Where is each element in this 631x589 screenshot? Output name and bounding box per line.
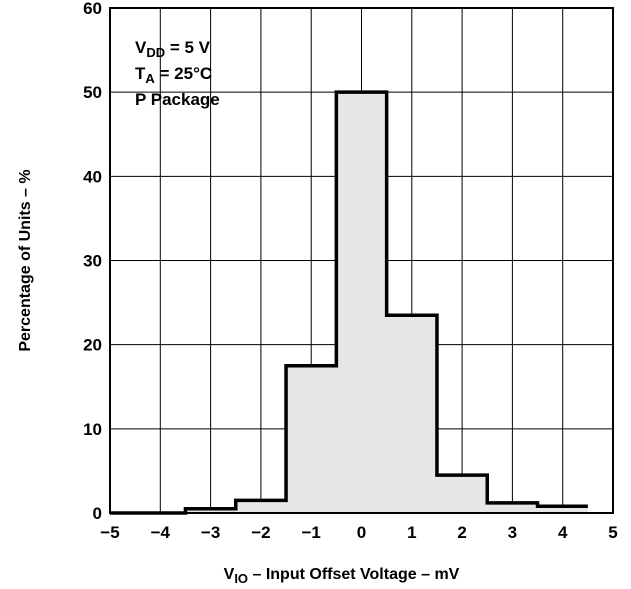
y-tick-label: 20 [83, 336, 102, 355]
x-axis-label-prefix: V [224, 566, 235, 583]
histogram-bar [185, 508, 236, 513]
histogram-bar [487, 502, 538, 513]
x-tick-label: −4 [151, 523, 171, 542]
x-tick-label: −1 [302, 523, 321, 542]
y-axis-label: Percentage of Units – % [17, 169, 34, 351]
histogram-bar [537, 506, 588, 513]
annotation-line-package: P Package [135, 90, 220, 109]
conditions-annotation: VDD = 5 V TA = 25°C P Package [135, 38, 220, 109]
x-tick-labels: −5 −4 −3 −2 −1 0 1 2 3 4 5 [100, 523, 617, 542]
x-axis-label-subscript: IO [234, 571, 248, 586]
histogram-bars [110, 90, 588, 515]
y-tick-label: 50 [83, 83, 102, 102]
y-tick-label: 0 [93, 504, 102, 523]
x-tick-label: −2 [251, 523, 270, 542]
y-tick-labels: 0 10 20 30 40 50 60 [83, 0, 102, 523]
histogram-outline [110, 90, 588, 515]
histogram-bar [436, 475, 488, 513]
x-tick-label: 2 [457, 523, 466, 542]
histogram-bar [386, 315, 437, 513]
annotation-line-ta: TA = 25°C [135, 64, 212, 86]
x-tick-label: −3 [201, 523, 220, 542]
y-tick-label: 30 [83, 252, 102, 271]
plot-frame [109, 7, 614, 514]
x-axis-label-suffix: – Input Offset Voltage – mV [248, 566, 460, 583]
y-tick-label: 60 [83, 0, 102, 18]
x-tick-label: 0 [357, 523, 366, 542]
x-tick-label: 4 [558, 523, 568, 542]
x-tick-label: 3 [508, 523, 517, 542]
histogram-bar [336, 92, 387, 514]
histogram-bar [286, 365, 337, 513]
y-tick-label: 40 [83, 167, 102, 186]
histogram-bar [235, 500, 287, 513]
x-axis-label: VIO – Input Offset Voltage – mV [224, 566, 460, 586]
x-tick-label: 1 [407, 523, 416, 542]
annotation-line-vdd: VDD = 5 V [135, 38, 211, 60]
x-tick-label: 5 [608, 523, 617, 542]
y-tick-label: 10 [83, 420, 102, 439]
x-tick-label: −5 [100, 523, 119, 542]
